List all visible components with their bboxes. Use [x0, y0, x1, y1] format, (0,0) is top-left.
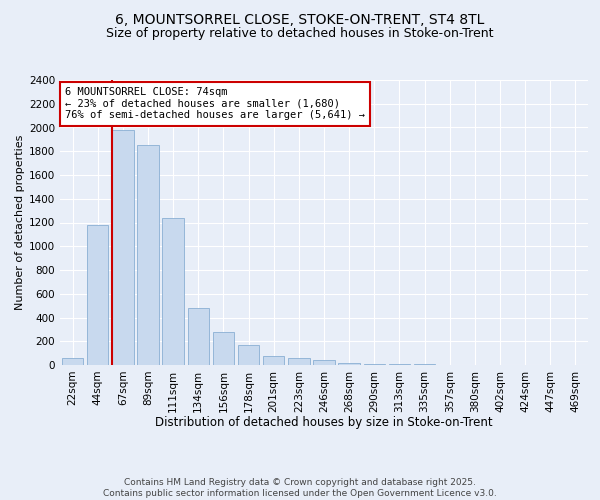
Bar [87, 225, 109, 365]
Text: 6, MOUNTSORREL CLOSE, STOKE-ON-TRENT, ST4 8TL: 6, MOUNTSORREL CLOSE, STOKE-ON-TRENT, ST… [115, 12, 485, 26]
Bar [137, 146, 158, 365]
Bar [238, 345, 259, 365]
Y-axis label: Number of detached properties: Number of detached properties [15, 135, 25, 310]
Bar [213, 332, 234, 365]
Text: Size of property relative to detached houses in Stoke-on-Trent: Size of property relative to detached ho… [106, 28, 494, 40]
Bar [338, 362, 360, 365]
Text: 6 MOUNTSORREL CLOSE: 74sqm
← 23% of detached houses are smaller (1,680)
76% of s: 6 MOUNTSORREL CLOSE: 74sqm ← 23% of deta… [65, 87, 365, 120]
Bar [414, 364, 435, 365]
Bar [389, 364, 410, 365]
Bar [163, 218, 184, 365]
Bar [263, 356, 284, 365]
Bar [288, 358, 310, 365]
Text: Contains HM Land Registry data © Crown copyright and database right 2025.
Contai: Contains HM Land Registry data © Crown c… [103, 478, 497, 498]
Bar [313, 360, 335, 365]
Bar [112, 130, 134, 365]
Bar [364, 364, 385, 365]
Bar [188, 308, 209, 365]
Bar [62, 358, 83, 365]
X-axis label: Distribution of detached houses by size in Stoke-on-Trent: Distribution of detached houses by size … [155, 416, 493, 429]
